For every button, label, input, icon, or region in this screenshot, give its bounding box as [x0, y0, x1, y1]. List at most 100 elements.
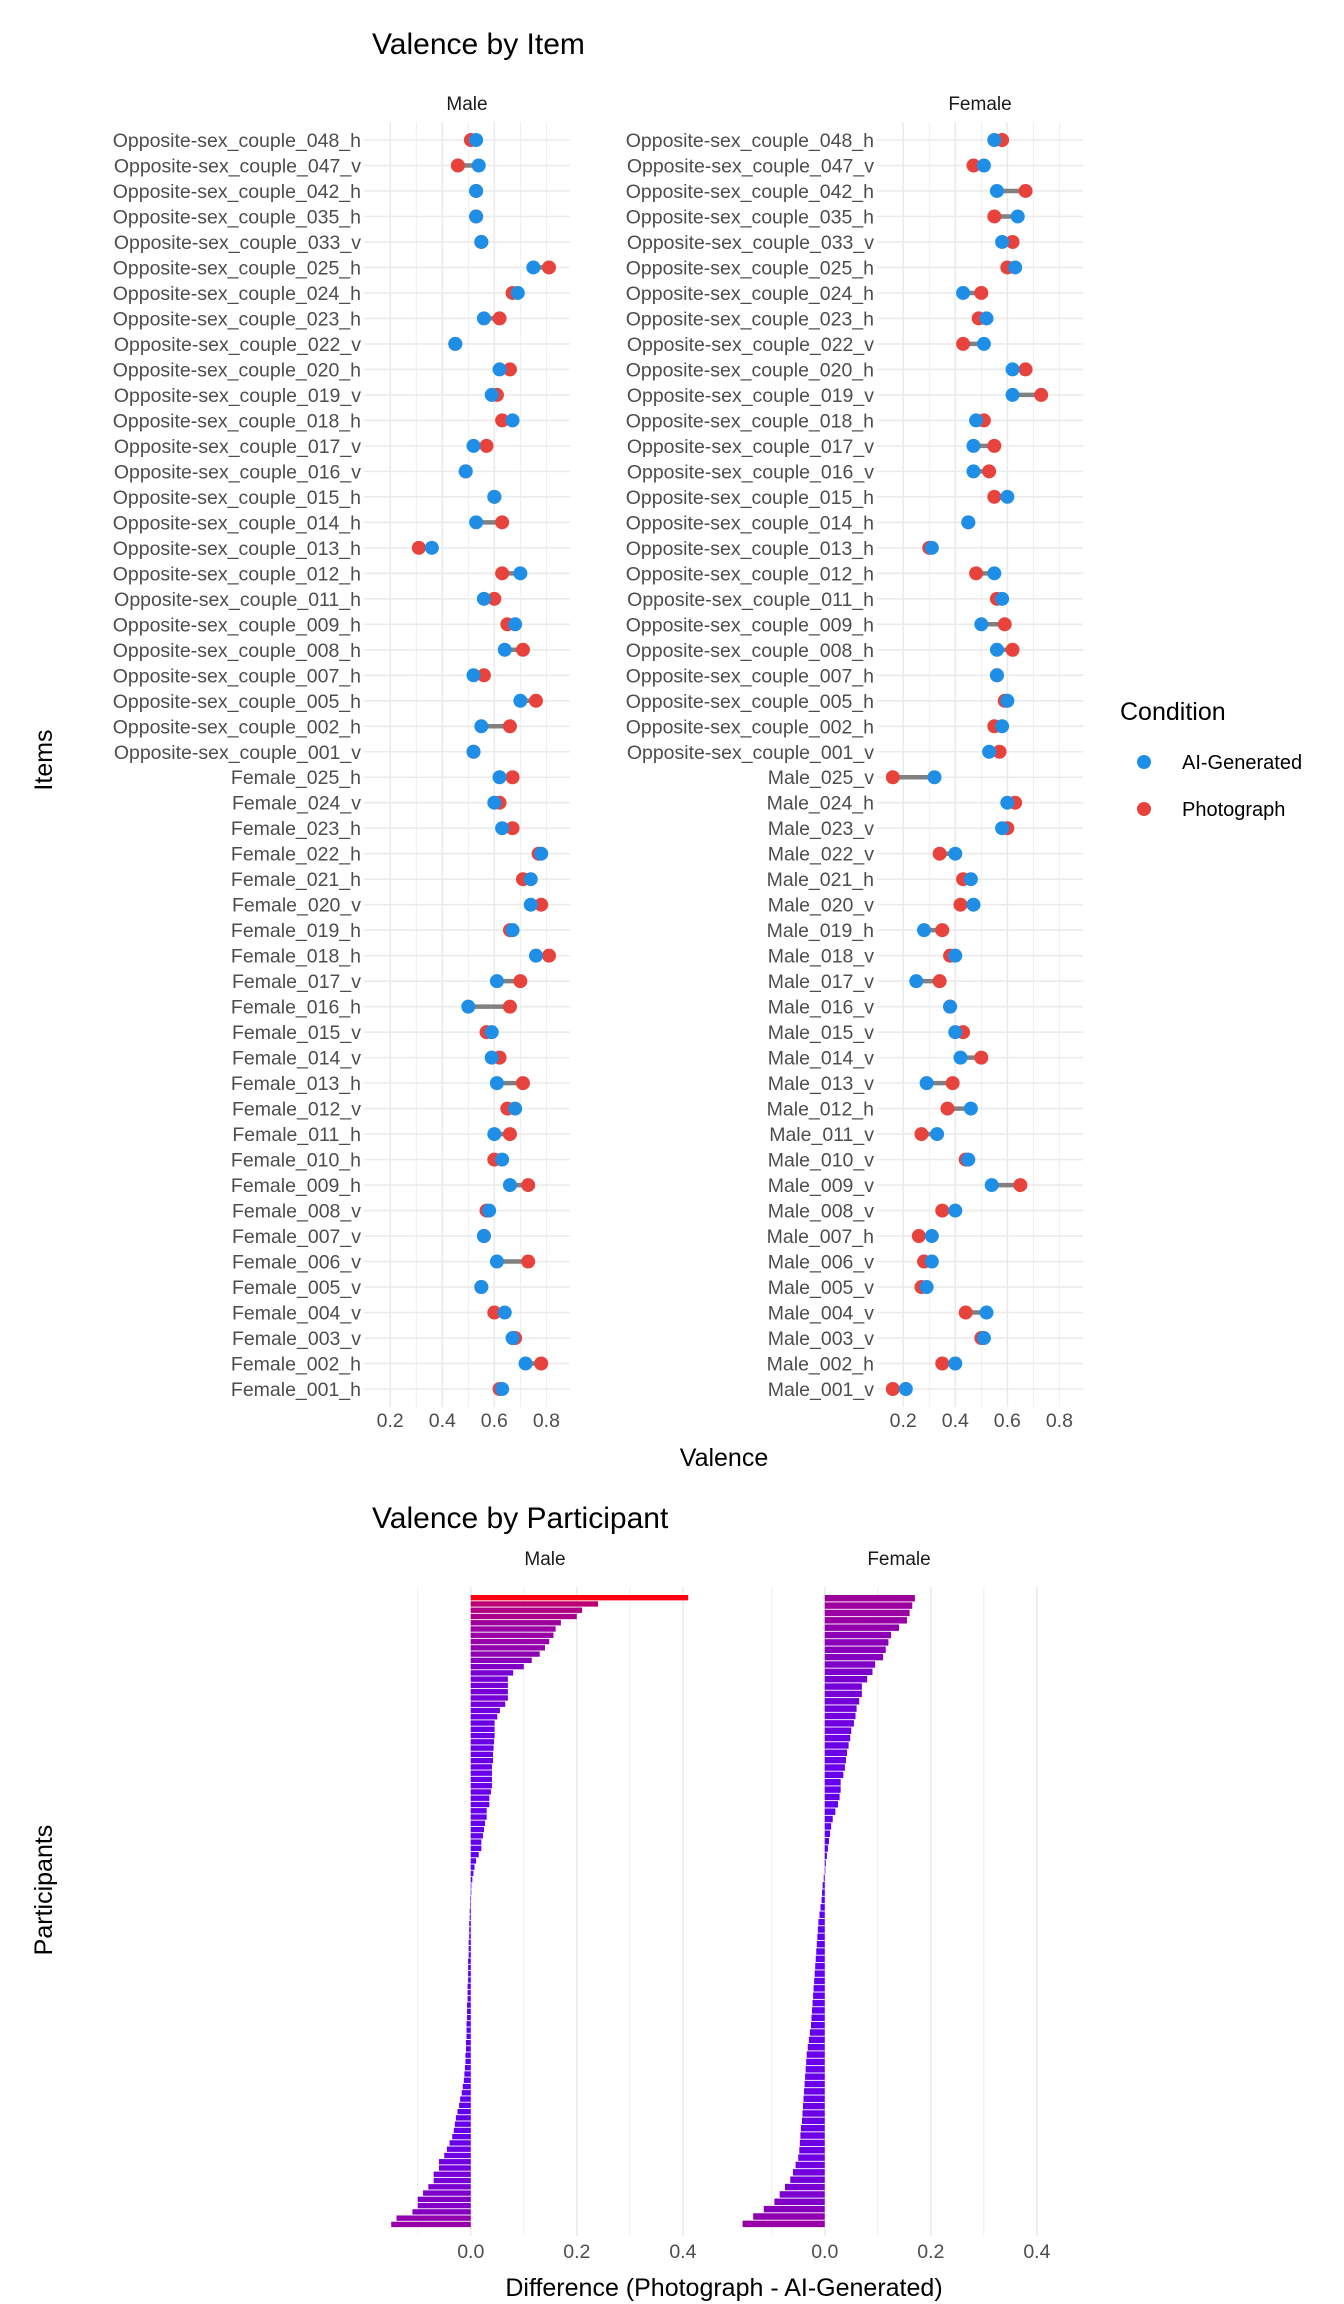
item-label: Opposite-sex_couple_013_h [113, 538, 361, 560]
ai-point [995, 234, 1010, 249]
photo-point [945, 1076, 960, 1091]
participant-bar [470, 1676, 508, 1682]
participant-bar [470, 1739, 495, 1745]
item-label: Male_004_v [768, 1303, 874, 1325]
photo-point [534, 897, 549, 912]
photo-point [495, 413, 510, 428]
participant-bar [824, 1727, 852, 1734]
ai-point [461, 999, 476, 1014]
participant-bar [817, 1926, 825, 1933]
participant-bar [800, 2124, 825, 2132]
participant-bar [470, 1783, 492, 1789]
participant-bar [824, 1837, 829, 1845]
photo-point [969, 566, 984, 581]
item-label: Male_016_v [768, 997, 874, 1019]
participant-bar [469, 1927, 471, 1933]
participant-bar [803, 2102, 825, 2110]
item-label: Opposite-sex_couple_016_v [114, 461, 361, 483]
legend-photo-marker [1137, 802, 1151, 816]
participant-bar [470, 1895, 471, 1902]
item-label: Male_015_v [768, 1022, 874, 1044]
ai-point [989, 642, 1004, 657]
participant-bar [470, 1902, 471, 1908]
item-label: Opposite-sex_couple_047_v [627, 155, 874, 177]
ai-point [510, 285, 525, 300]
ai-point [484, 387, 499, 402]
ai-point [976, 1331, 991, 1346]
participant-bar [824, 1675, 868, 1683]
participant-bar [466, 2027, 471, 2033]
participant-bar [470, 1858, 477, 1864]
ai-point [484, 1050, 499, 1065]
item-label: Opposite-sex_couple_008_h [113, 640, 361, 662]
item-label: Opposite-sex_couple_033_v [114, 232, 361, 254]
item-label: Male_008_v [768, 1201, 874, 1223]
item-label: Opposite-sex_couple_019_v [627, 385, 874, 407]
item-label: Opposite-sex_couple_042_h [113, 181, 361, 203]
strip-label: Male [446, 94, 487, 115]
photo-point [495, 515, 510, 530]
participant-bar [799, 2147, 825, 2154]
photo-point [502, 1127, 517, 1142]
photo-point [515, 1076, 530, 1091]
x-tick-label: 0.4 [1023, 2241, 1050, 2263]
participant-bar [444, 2152, 471, 2159]
participant-bar [468, 1939, 471, 1946]
participant-bar [799, 2139, 825, 2147]
legend-ai-marker [1137, 755, 1151, 769]
participant-bar [468, 1958, 471, 1964]
item-label: Male_014_v [768, 1048, 874, 1070]
ai-point [974, 617, 989, 632]
participant-bar [824, 1595, 915, 1602]
item-label: Male_023_v [768, 818, 874, 840]
item-label: Opposite-sex_couple_009_h [113, 614, 361, 636]
participant-bar [824, 1771, 844, 1779]
participant-bar [470, 1638, 550, 1645]
x-tick-label: 0.4 [429, 1410, 456, 1432]
ai-point [487, 795, 502, 810]
participant-bar [470, 1801, 490, 1808]
ai-point [528, 948, 543, 963]
ai-point [963, 872, 978, 887]
participant-bar [823, 1874, 825, 1882]
ai-point [497, 1305, 512, 1320]
participant-bar [816, 1940, 825, 1948]
photo-point [487, 1305, 502, 1320]
photo-point [1018, 183, 1033, 198]
item-label: Opposite-sex_couple_035_h [113, 206, 361, 228]
item-label: Opposite-sex_couple_048_h [626, 130, 874, 152]
item-label: Opposite-sex_couple_007_h [626, 665, 874, 687]
legend-label-photo: Photograph [1182, 799, 1285, 821]
item-label: Male_022_v [768, 844, 874, 866]
item-label: Male_006_v [768, 1252, 874, 1274]
participant-bar [824, 1786, 841, 1793]
participant-bar [461, 2090, 471, 2096]
item-label: Opposite-sex_couple_001_v [114, 742, 361, 764]
photo-point [911, 1229, 926, 1244]
item-label: Female_003_v [232, 1328, 361, 1350]
ai-point [979, 1305, 994, 1320]
photo-point [885, 1382, 900, 1396]
ai-point [448, 336, 463, 351]
participant-bar [816, 1948, 825, 1955]
participant-panel-male: Male 0.0 0.2 0.4 [391, 1549, 697, 2263]
ai-point [482, 1203, 497, 1218]
participant-bar [824, 1661, 876, 1668]
item-label: Female_008_v [232, 1201, 361, 1223]
participant-bar [824, 1617, 907, 1624]
ai-point [1000, 795, 1015, 810]
ai-point [984, 1178, 999, 1193]
item-label: Opposite-sex_couple_008_h [626, 640, 874, 662]
item-label: Opposite-sex_couple_018_h [113, 410, 361, 432]
strip-label: Female [867, 1549, 930, 1570]
item-label: Male_018_v [768, 946, 874, 968]
item-label: Opposite-sex_couple_019_v [114, 385, 361, 407]
item-label: Male_003_v [768, 1328, 874, 1350]
item-label: Opposite-sex_couple_009_h [626, 614, 874, 636]
ai-point [534, 846, 549, 861]
participant-bar [470, 1595, 689, 1601]
participant-bar [815, 1955, 825, 1963]
photo-point [932, 974, 947, 989]
ai-point [948, 948, 963, 963]
participant-bar [824, 1712, 856, 1720]
